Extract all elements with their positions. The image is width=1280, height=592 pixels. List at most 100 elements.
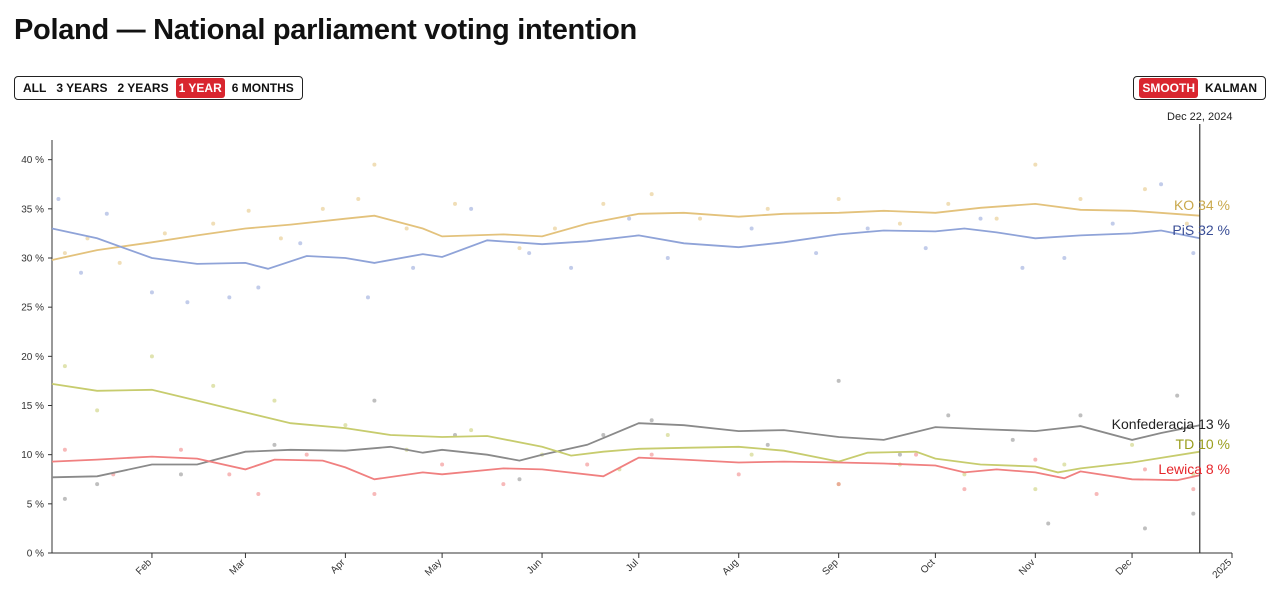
y-tick-label: 25 %: [21, 303, 44, 314]
range-button-1-year[interactable]: 1 YEAR: [175, 78, 225, 98]
series-name: PiS: [1172, 222, 1198, 238]
poll-dot: [1078, 197, 1083, 201]
poll-dot: [914, 452, 919, 457]
poll-dot: [836, 378, 841, 383]
trend-line-ko: [51, 202, 1200, 261]
poll-dot: [320, 206, 325, 211]
poll-dot: [527, 251, 532, 256]
poll-dot: [1020, 265, 1025, 270]
x-tick-label: Aug: [720, 557, 740, 577]
series-value: 34 %: [1198, 197, 1230, 213]
poll-dot: [552, 226, 557, 231]
poll-dot: [1033, 487, 1038, 492]
y-tick-label: 15 %: [21, 401, 44, 412]
poll-dot: [411, 265, 416, 270]
poll-dot: [256, 492, 261, 496]
trend-line-konfederacja: [51, 422, 1200, 479]
y-tick-label: 35 %: [21, 204, 44, 215]
poll-dot: [95, 482, 100, 487]
poll-dot: [211, 383, 216, 388]
poll-dot: [278, 236, 283, 241]
range-button-2-years[interactable]: 2 YEARS: [117, 81, 169, 95]
poll-dot: [149, 290, 154, 295]
series-name: Lewica: [1158, 461, 1205, 477]
poll-dots-pis: [56, 182, 1196, 305]
poll-dot: [372, 398, 377, 403]
poll-dot: [1033, 162, 1038, 167]
poll-dot: [304, 452, 309, 457]
poll-dot: [501, 482, 506, 487]
x-tick-label: Mar: [228, 557, 248, 577]
series-value: 13 %: [1198, 416, 1230, 432]
y-tick-label: 30 %: [21, 254, 44, 265]
poll-dot: [1062, 256, 1067, 260]
series-value: 32 %: [1198, 222, 1230, 238]
poll-dot: [962, 472, 967, 477]
poll-dot: [585, 462, 590, 467]
poll-dot: [1159, 182, 1164, 187]
poll-dot: [649, 192, 654, 197]
poll-dot: [836, 482, 841, 487]
poll-dot: [404, 226, 409, 231]
poll-dot: [117, 260, 122, 265]
poll-dot: [62, 496, 67, 501]
poll-dot: [1010, 437, 1015, 442]
poll-dot: [298, 241, 303, 246]
poll-dot: [178, 472, 183, 477]
series-end-label-ko: KO 34 %: [1174, 197, 1230, 213]
poll-dot: [79, 270, 84, 275]
poll-dots-ko: [62, 162, 1189, 265]
poll-dot: [517, 477, 522, 482]
x-tick-label: Oct: [919, 557, 938, 576]
poll-dot: [665, 433, 670, 437]
poll-dot: [149, 354, 154, 359]
series-value: 8 %: [1206, 461, 1230, 477]
y-tick-label: 0 %: [27, 549, 44, 560]
poll-dot: [517, 246, 522, 251]
poll-dot: [1110, 221, 1115, 226]
poll-dot: [256, 285, 261, 290]
poll-dot: [1062, 462, 1067, 467]
poll-dot: [649, 418, 654, 423]
poll-dot: [897, 452, 902, 457]
poll-dot: [749, 452, 754, 457]
poll-dot: [272, 398, 277, 403]
poll-dot: [665, 256, 670, 260]
poll-dot: [372, 492, 377, 496]
poll-dot: [1142, 187, 1147, 192]
poll-dot: [356, 197, 361, 201]
poll-dot: [227, 472, 232, 477]
poll-dot: [627, 216, 632, 221]
trend-line-pis: [51, 227, 1200, 270]
range-button-all[interactable]: ALL: [23, 81, 47, 95]
x-tick-label: Nov: [1017, 557, 1037, 577]
poll-dot: [1191, 511, 1196, 516]
poll-dot: [1142, 467, 1147, 472]
series-name: KO: [1174, 197, 1198, 213]
poll-dot: [736, 472, 741, 477]
date-cursor-label: Dec 22, 2024: [1167, 111, 1232, 123]
poll-dot: [62, 251, 67, 256]
poll-dots-konfederacja: [62, 378, 1196, 531]
poll-dot: [211, 221, 216, 226]
x-tick-label: Apr: [329, 557, 348, 576]
method-button-smooth[interactable]: SMOOTH: [1139, 78, 1198, 98]
range-button-6-months[interactable]: 6 MONTHS: [231, 81, 294, 95]
x-tick-label: Dec: [1114, 557, 1134, 577]
poll-dot: [104, 211, 109, 216]
x-tick-label: Sep: [820, 557, 841, 578]
poll-dot: [601, 433, 606, 437]
poll-dot: [56, 197, 61, 201]
poll-dot: [1175, 393, 1180, 398]
poll-dot: [1130, 442, 1135, 447]
series-end-label-pis: PiS 32 %: [1172, 222, 1230, 238]
poll-dot: [372, 162, 377, 167]
poll-dot: [601, 201, 606, 206]
y-tick-label: 40 %: [21, 155, 44, 166]
poll-dot: [865, 226, 870, 231]
poll-dot: [1191, 487, 1196, 492]
poll-dot: [1033, 457, 1038, 462]
method-button-kalman[interactable]: KALMAN: [1205, 81, 1257, 95]
range-button-3-years[interactable]: 3 YEARS: [56, 81, 108, 95]
